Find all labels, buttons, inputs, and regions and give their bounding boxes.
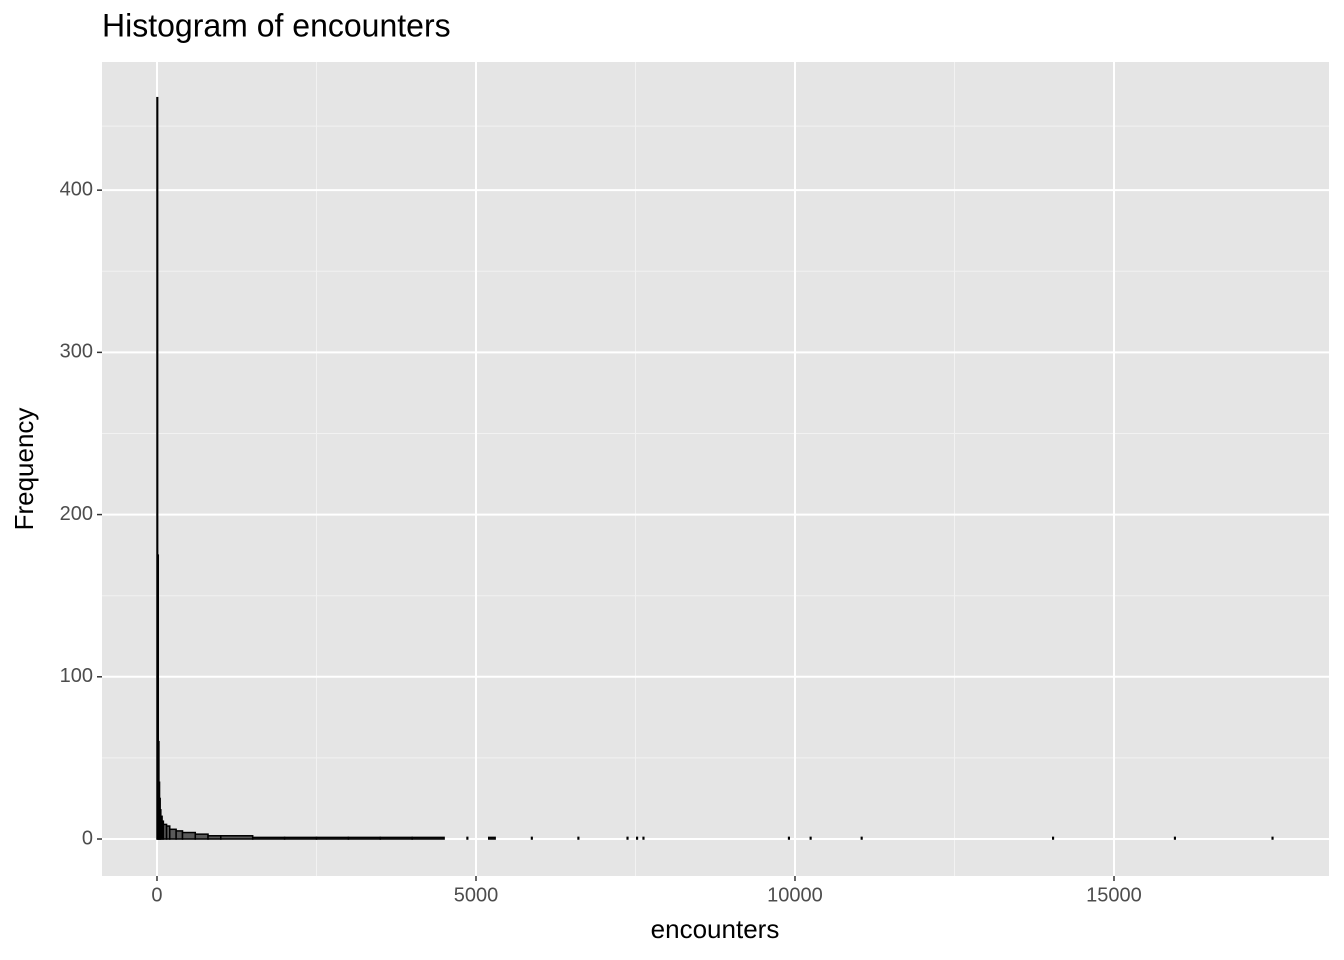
bar xyxy=(251,836,286,840)
bar xyxy=(466,836,469,840)
bar xyxy=(1271,836,1274,840)
y-tick-label: 100 xyxy=(60,665,93,687)
panel xyxy=(102,62,1329,876)
bar xyxy=(860,836,863,840)
bar xyxy=(636,836,639,840)
y-tick-label: 400 xyxy=(60,178,93,200)
x-tick-label: 10000 xyxy=(767,884,823,906)
bar xyxy=(175,830,184,840)
bar xyxy=(379,836,413,840)
bar xyxy=(530,836,533,840)
bar xyxy=(809,836,812,840)
x-tick-label: 0 xyxy=(151,884,162,906)
bar xyxy=(347,836,382,840)
bar xyxy=(207,835,222,840)
bar xyxy=(411,836,445,840)
bar xyxy=(488,836,496,840)
bar xyxy=(220,835,254,840)
bar xyxy=(577,836,580,840)
bar xyxy=(181,831,197,840)
chart-title: Histogram of encounters xyxy=(102,7,451,43)
bar xyxy=(283,836,318,840)
y-axis-label: Frequency xyxy=(9,408,39,531)
x-tick-label: 15000 xyxy=(1086,884,1142,906)
bar xyxy=(315,836,350,840)
bar xyxy=(169,828,177,840)
bar xyxy=(1051,836,1055,840)
y-tick-label: 300 xyxy=(60,341,93,363)
x-axis-label: encounters xyxy=(651,914,780,944)
y-tick-label: 0 xyxy=(82,827,93,849)
y-tick-label: 200 xyxy=(60,503,93,525)
bar xyxy=(194,833,209,840)
x-tick-label: 5000 xyxy=(454,884,499,906)
bar xyxy=(626,836,629,840)
bar xyxy=(1173,836,1176,840)
bar xyxy=(787,836,791,840)
bar xyxy=(642,836,645,840)
